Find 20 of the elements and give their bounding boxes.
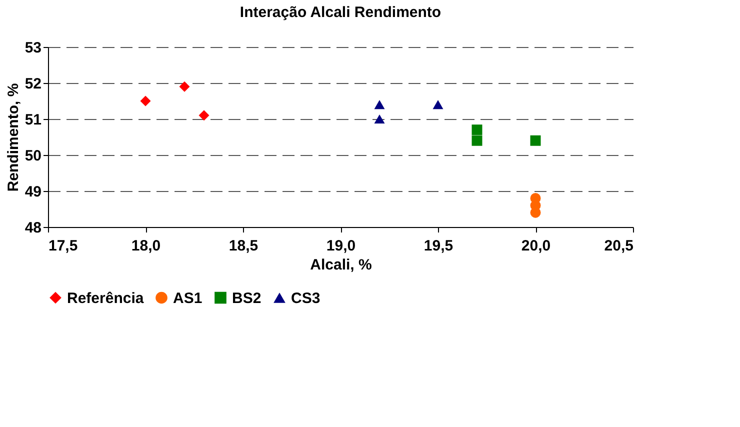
- y-tick-label: 50: [24, 148, 42, 164]
- legend-label: Referência: [67, 290, 144, 307]
- legend-label: BS2: [232, 290, 262, 307]
- x-tick-label: 20,5: [604, 238, 634, 254]
- y-tick-label: 49: [24, 184, 42, 200]
- x-tick-label: 18,5: [228, 238, 258, 254]
- x-axis-title: Alcali, %: [310, 256, 372, 274]
- y-tick-label: 51: [24, 112, 42, 128]
- x-tick-label: 19,5: [424, 238, 454, 254]
- x-tick-label: 18,0: [131, 238, 161, 254]
- legend-label: AS1: [173, 290, 202, 307]
- x-tick-label: 19,0: [326, 238, 356, 254]
- chart-title: Interação Alcali Rendimento: [240, 4, 442, 21]
- y-axis-title: Rendimento, %: [4, 83, 22, 192]
- x-tick-label: 20,0: [521, 238, 551, 254]
- y-tick-label: 53: [24, 40, 42, 56]
- x-tick-label: 17,5: [48, 238, 78, 254]
- y-tick-label: 48: [24, 220, 42, 236]
- legend-label: CS3: [291, 290, 320, 307]
- y-tick-label: 52: [24, 76, 42, 92]
